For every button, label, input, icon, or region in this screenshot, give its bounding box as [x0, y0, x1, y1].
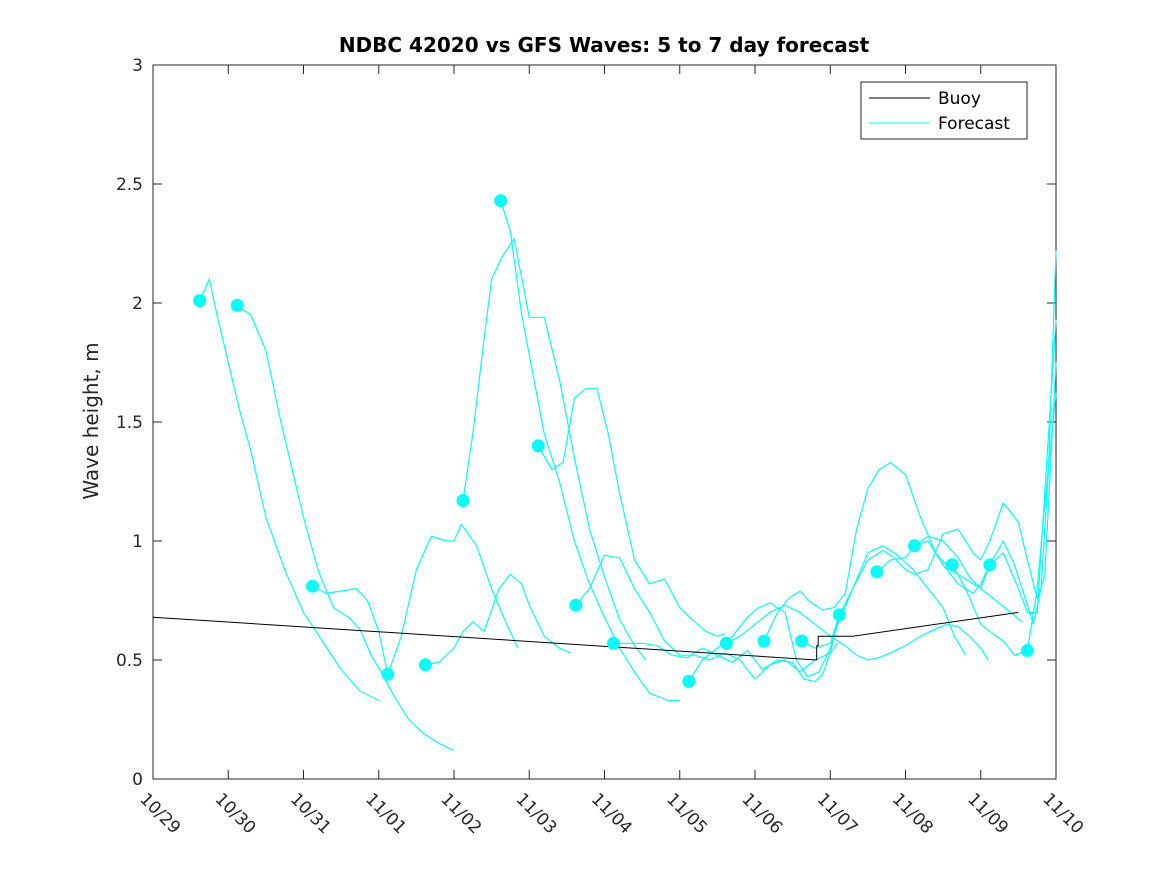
y-tick-label: 1 — [132, 532, 143, 552]
forecast-line-11 — [726, 604, 989, 661]
forecast-line-2 — [236, 304, 455, 751]
buoy-series — [152, 611, 1019, 661]
forecast-start-marker — [569, 598, 583, 612]
forecast-line-9 — [613, 614, 840, 683]
y-tick-label: 1.5 — [116, 413, 143, 433]
forecast-start-marker — [1020, 644, 1034, 657]
forecast-line-8 — [575, 554, 839, 680]
forecast-start-marker — [418, 658, 432, 672]
legend: Buoy Forecast — [860, 81, 1028, 140]
forecast-start-marker — [795, 634, 809, 648]
forecast-start-marker — [381, 667, 395, 681]
forecast-line-13 — [801, 362, 1057, 649]
forecast-line-4 — [425, 573, 571, 666]
plot-frame — [152, 64, 1057, 780]
forecast-start-marker — [870, 565, 884, 579]
forecast-start-marker — [719, 636, 733, 650]
forecast-start-marker — [945, 558, 959, 572]
forecast-start-marker — [607, 636, 620, 650]
y-tick-label: 0.5 — [116, 651, 143, 671]
legend-forecast-label: Forecast — [938, 114, 1010, 134]
forecast-start-marker — [494, 194, 508, 208]
forecast-line-3 — [312, 523, 519, 675]
forecast-start-marker — [983, 558, 997, 572]
forecast-line-12 — [763, 461, 1023, 642]
forecast-start-marker — [908, 539, 921, 553]
forecast-line-6 — [500, 200, 680, 702]
forecast-line-10 — [688, 545, 967, 682]
forecast-start-marker — [306, 579, 319, 593]
legend-box — [860, 81, 1028, 140]
forecast-line-5 — [462, 238, 647, 661]
y-tick-label: 2 — [132, 294, 143, 314]
y-tick-label: 0 — [132, 770, 143, 790]
forecast-line-16 — [951, 393, 1057, 656]
forecast-start-marker — [456, 494, 470, 507]
forecast-start-marker — [531, 439, 545, 453]
chart-title: NDBC 42020 vs GFS Waves: 5 to 7 day fore… — [339, 33, 870, 57]
y-tick-label: 3 — [132, 56, 143, 76]
y-tick-label: 2.5 — [116, 175, 143, 195]
forecast-line-1 — [199, 278, 380, 702]
forecast-start-marker — [832, 608, 846, 622]
buoy-line — [152, 611, 1019, 661]
y-axis-label: Wave height, m — [79, 342, 103, 499]
forecast-start-marker — [230, 298, 244, 312]
forecast-start-marker — [193, 294, 207, 308]
forecast-start-marker — [757, 634, 771, 648]
forecast-markers — [193, 194, 1034, 688]
forecast-start-marker — [682, 674, 696, 688]
legend-buoy-label: Buoy — [938, 89, 981, 109]
forecast-line-7 — [537, 388, 726, 637]
